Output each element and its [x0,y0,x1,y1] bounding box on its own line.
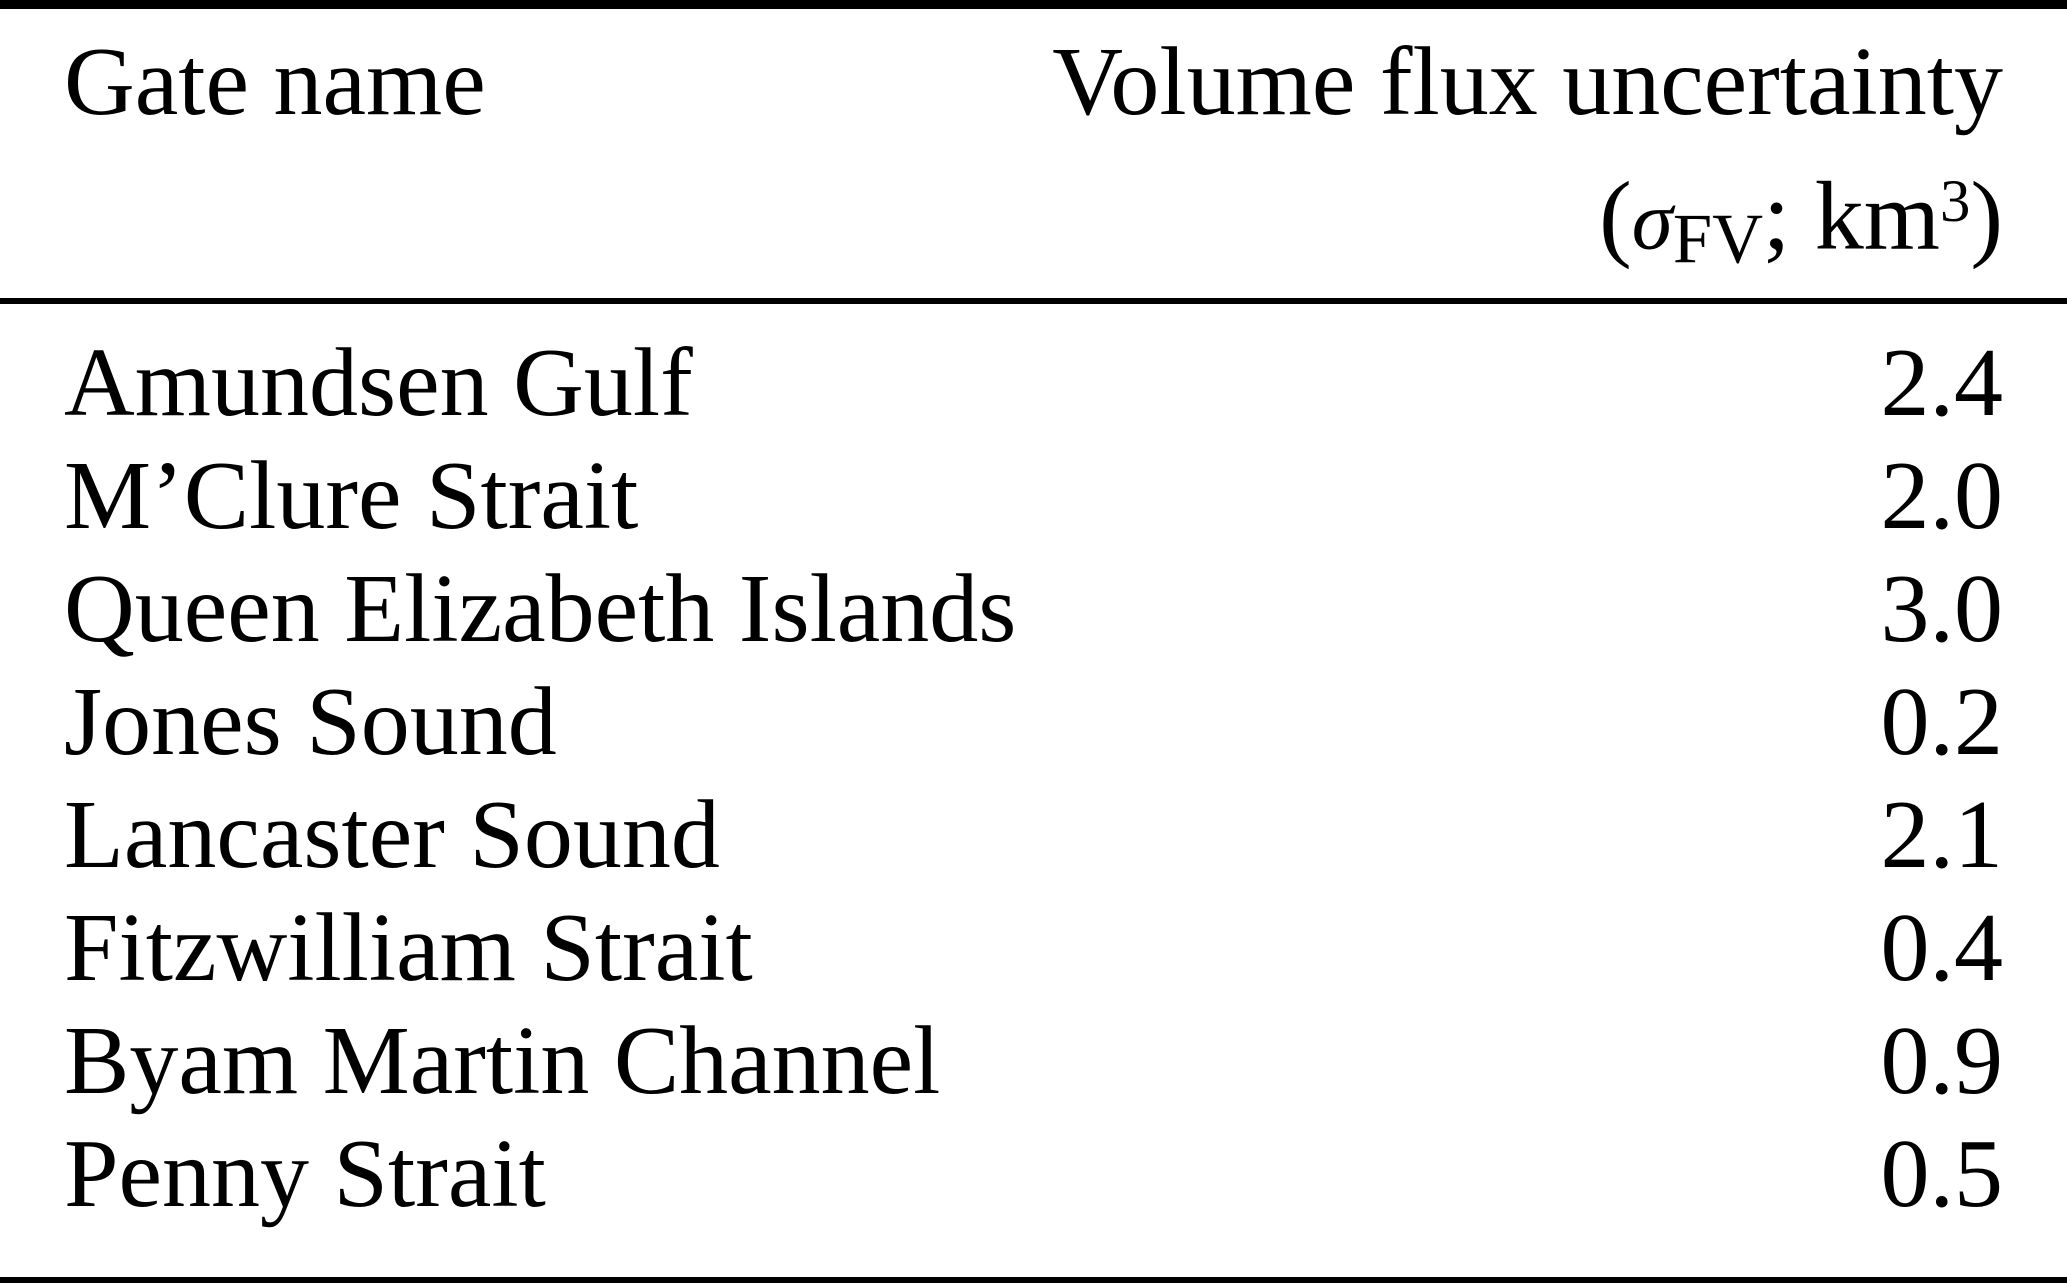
header-separator-rule [0,298,2067,304]
volume-flux-header-text: Volume flux uncertainty [1052,28,2003,136]
column-header-volume-flux: Volume flux uncertainty (σFV; km3) [1052,22,2003,299]
value-cell: 0.9 [1880,1007,2004,1115]
gate-name-cell: Lancaster Sound [64,781,720,889]
sigma-symbol: σ [1631,175,1673,268]
value-cell: 3.0 [1880,555,2004,663]
gate-name-cell: Queen Elizabeth Islands [64,555,1017,663]
unit-km: km [1814,162,1940,271]
gate-name-cell: Jones Sound [64,668,557,776]
value-cell: 0.2 [1880,668,2004,776]
close-paren: ) [1970,162,2003,271]
table-row: Amundsen Gulf 2.4 [64,327,2003,440]
value-cell: 2.0 [1880,442,2004,550]
value-cell: 2.4 [1880,329,2004,437]
table-body: Amundsen Gulf 2.4 M’Clure Strait 2.0 Que… [64,304,2003,1231]
gate-name-cell: M’Clure Strait [64,442,639,550]
column-header-gate-name: Gate name [64,28,486,136]
sigma-subscript-fv: FV [1672,200,1764,279]
table-row: M’Clure Strait 2.0 [64,440,2003,553]
gate-name-cell: Fitzwilliam Strait [64,894,753,1002]
unit-exponent: 3 [1939,168,1971,235]
bottom-rule [0,1277,2067,1283]
volume-flux-header-units: (σFV; km3) [1052,142,2003,299]
table-row: Lancaster Sound 2.1 [64,779,2003,892]
value-cell: 2.1 [1880,781,2004,889]
table-row: Queen Elizabeth Islands 3.0 [64,553,2003,666]
top-rule [0,0,2067,9]
value-cell: 0.4 [1880,894,2004,1002]
gate-name-cell: Penny Strait [64,1120,546,1228]
gate-name-cell: Byam Martin Channel [64,1007,941,1115]
table-row: Byam Martin Channel 0.9 [64,1005,2003,1118]
table-header-row: Gate name Volume flux uncertainty (σFV; … [64,22,2003,299]
table-row: Jones Sound 0.2 [64,666,2003,779]
gate-name-cell: Amundsen Gulf [64,329,693,437]
table-row: Penny Strait 0.5 [64,1118,2003,1231]
value-cell: 0.5 [1880,1120,2004,1228]
open-paren: ( [1599,162,1632,271]
semicolon-separator: ; [1763,162,1815,271]
table-row: Fitzwilliam Strait 0.4 [64,892,2003,1005]
